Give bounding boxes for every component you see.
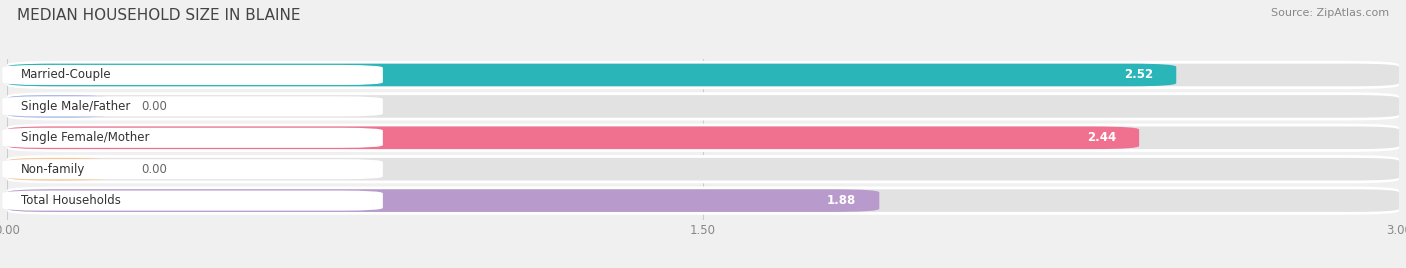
FancyBboxPatch shape (3, 65, 382, 85)
FancyBboxPatch shape (3, 159, 382, 179)
Text: MEDIAN HOUSEHOLD SIZE IN BLAINE: MEDIAN HOUSEHOLD SIZE IN BLAINE (17, 8, 301, 23)
Text: Married-Couple: Married-Couple (21, 69, 111, 81)
Text: Single Female/Mother: Single Female/Mother (21, 131, 149, 144)
Text: 1.88: 1.88 (827, 194, 856, 207)
FancyBboxPatch shape (7, 126, 1399, 149)
Text: 2.52: 2.52 (1123, 69, 1153, 81)
Text: 0.00: 0.00 (142, 163, 167, 176)
FancyBboxPatch shape (7, 64, 1399, 86)
Text: Total Households: Total Households (21, 194, 121, 207)
FancyBboxPatch shape (7, 126, 1139, 149)
FancyBboxPatch shape (7, 95, 110, 118)
Text: Non-family: Non-family (21, 163, 86, 176)
FancyBboxPatch shape (7, 158, 110, 181)
FancyBboxPatch shape (7, 92, 1399, 121)
FancyBboxPatch shape (7, 189, 1399, 212)
FancyBboxPatch shape (3, 191, 382, 211)
Text: 0.00: 0.00 (142, 100, 167, 113)
FancyBboxPatch shape (7, 95, 1399, 118)
Text: Source: ZipAtlas.com: Source: ZipAtlas.com (1271, 8, 1389, 18)
Text: 2.44: 2.44 (1087, 131, 1116, 144)
FancyBboxPatch shape (7, 124, 1399, 152)
FancyBboxPatch shape (7, 189, 879, 212)
FancyBboxPatch shape (7, 155, 1399, 183)
FancyBboxPatch shape (7, 61, 1399, 89)
FancyBboxPatch shape (7, 64, 1177, 86)
FancyBboxPatch shape (3, 128, 382, 148)
FancyBboxPatch shape (3, 96, 382, 116)
FancyBboxPatch shape (7, 158, 1399, 181)
FancyBboxPatch shape (7, 187, 1399, 215)
Text: Single Male/Father: Single Male/Father (21, 100, 131, 113)
